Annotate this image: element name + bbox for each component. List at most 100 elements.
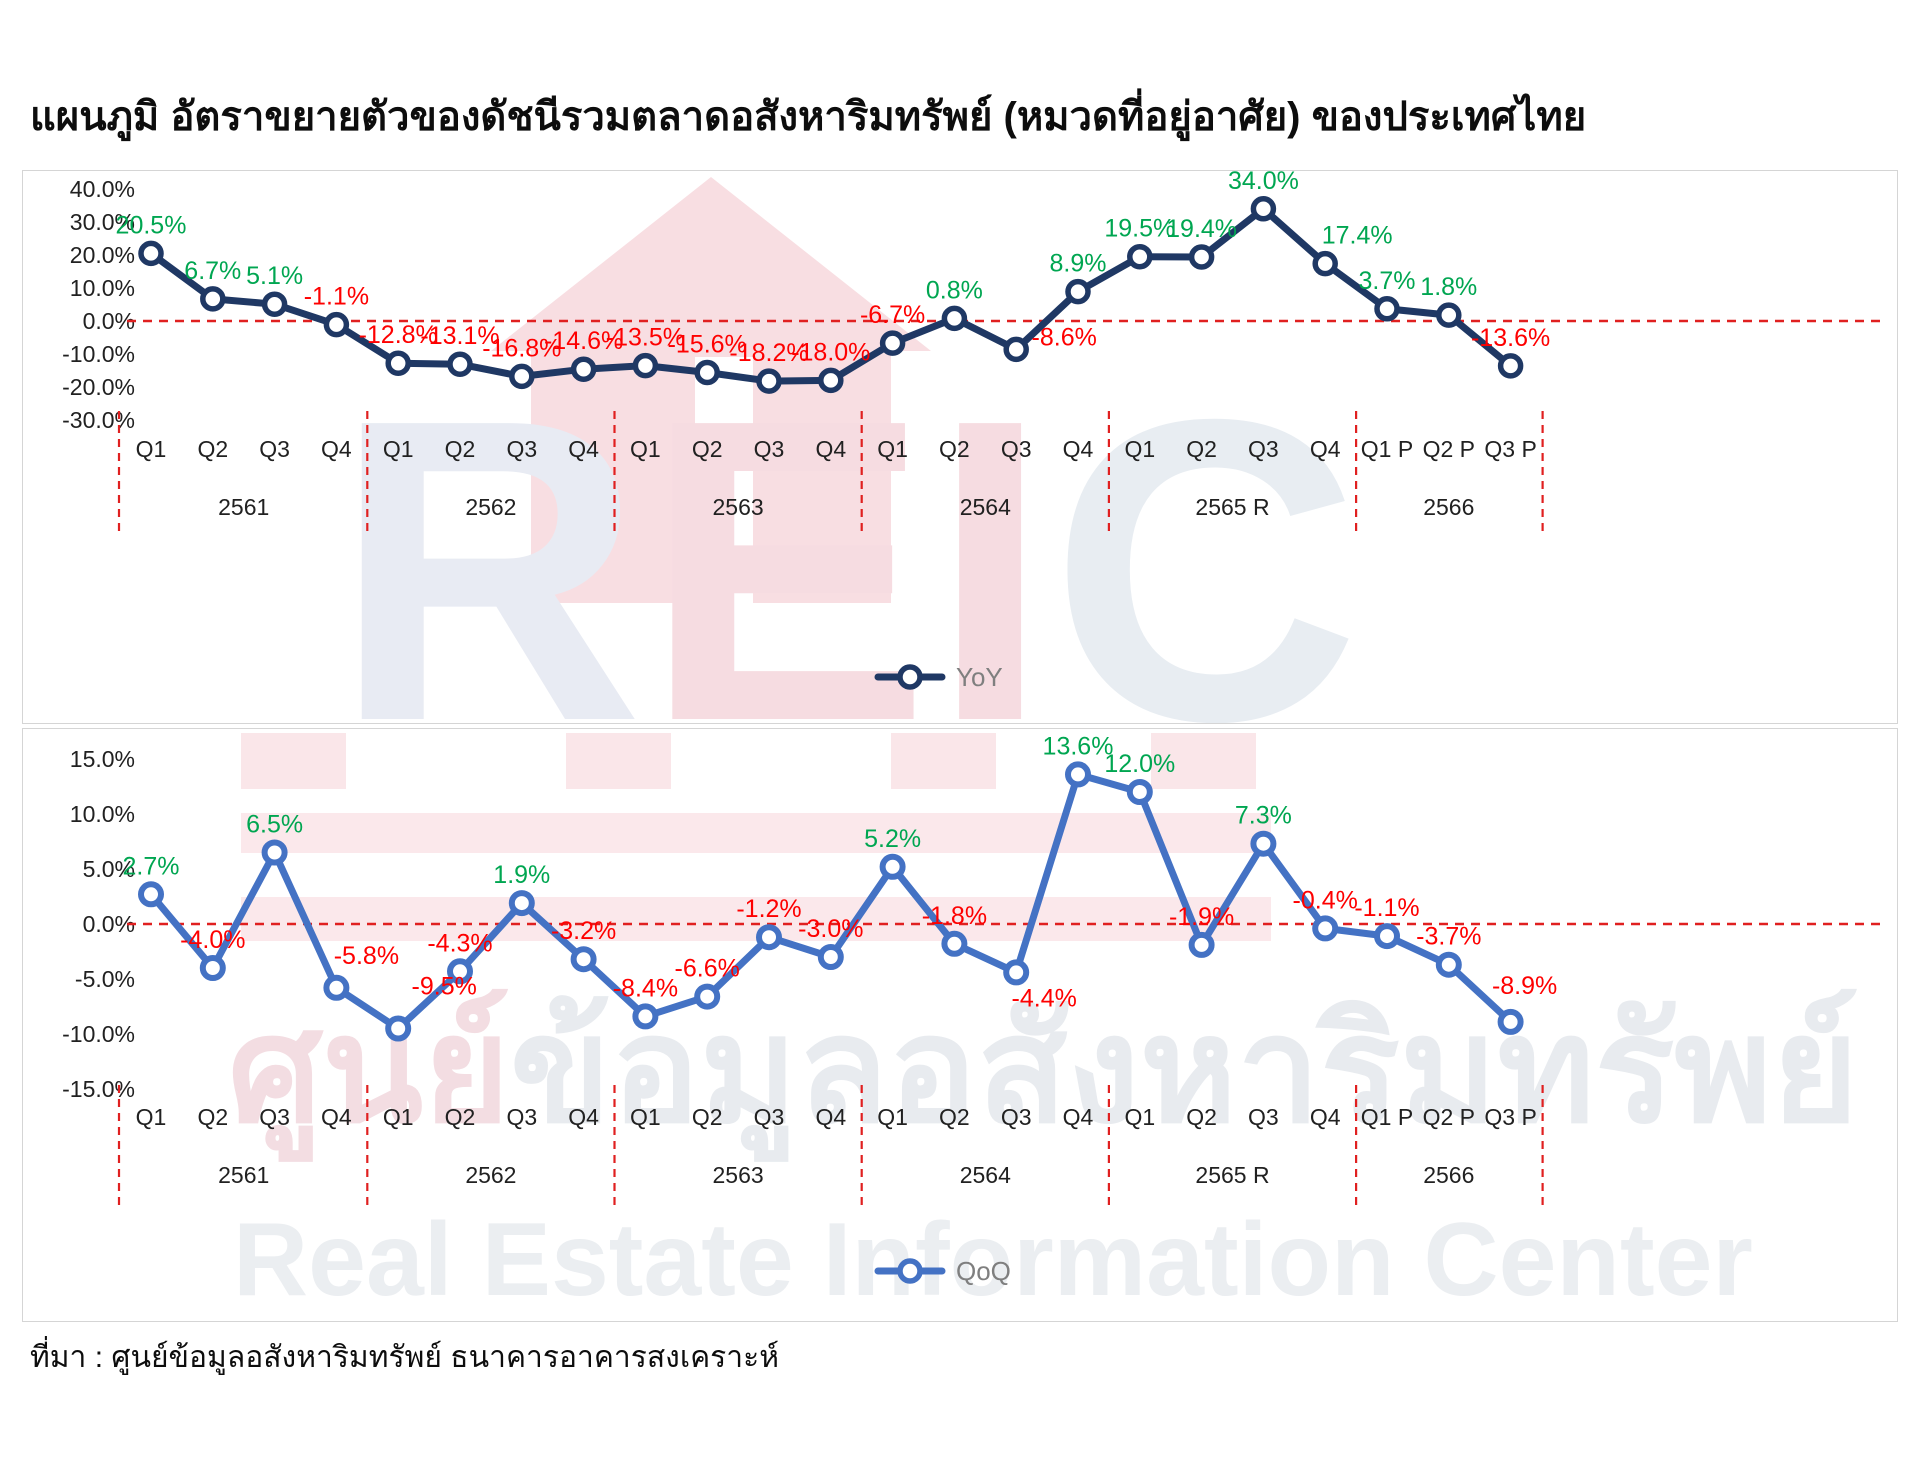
data-point-marker [138, 881, 164, 908]
data-point-label: -3.2% [551, 917, 616, 945]
x-quarter-label: Q4 [1310, 436, 1341, 462]
watermark-block [241, 733, 346, 789]
data-point-label: -8.9% [1492, 972, 1557, 1000]
x-year-label: 2561 [218, 1162, 269, 1188]
source-note: ที่มา : ศูนย์ข้อมูลอสังหาริมทรัพย์ ธนาคา… [30, 1341, 779, 1374]
data-point-marker [323, 311, 350, 338]
x-quarter-label: Q1 [1124, 1104, 1155, 1130]
data-point-marker [200, 286, 226, 312]
qoq-chart-panel: ศูนย์ข้อมูลอสังหาริมทรัพย์ Real Estate In… [22, 728, 1898, 1322]
data-point-label: -6.6% [675, 955, 740, 983]
x-quarter-label: Q4 [1063, 1104, 1094, 1130]
data-point-marker [570, 946, 597, 973]
data-point-marker [941, 305, 968, 332]
y-tick-label: -10.0% [62, 341, 135, 367]
data-point-marker [941, 930, 968, 957]
data-point-label: 6.7% [184, 257, 241, 285]
data-point-label: -4.0% [180, 926, 245, 954]
data-point-marker [508, 890, 535, 917]
data-point-label: 5.2% [864, 825, 921, 853]
data-point-label: -13.5% [606, 324, 685, 352]
data-point-marker [1435, 951, 1462, 978]
x-quarter-label: Q1 [630, 1104, 661, 1130]
data-point-marker [261, 291, 288, 317]
y-tick-label: 30.0% [70, 209, 135, 235]
x-quarter-label: Q1 [136, 436, 167, 462]
data-point-marker [1374, 296, 1400, 322]
data-point-marker [756, 924, 782, 951]
data-point-label: 19.5% [1104, 215, 1175, 243]
x-quarter-label: Q4 [1063, 436, 1094, 462]
x-quarter-label: Q1 [383, 436, 414, 462]
data-point-marker [1250, 196, 1277, 222]
legend-marker [897, 1258, 923, 1284]
watermark-english-text: Real Estate Information Center [233, 1202, 1753, 1318]
data-point-marker [756, 368, 782, 394]
data-point-marker [261, 839, 288, 866]
data-point-marker [1065, 278, 1091, 305]
data-point-label: -3.7% [1416, 923, 1481, 951]
y-tick-label: 0.0% [83, 308, 135, 334]
legend-label: YoY [956, 662, 1003, 692]
x-quarter-label: Q2 [197, 1104, 228, 1130]
data-point-marker [1374, 923, 1400, 950]
x-quarter-label: Q4 [815, 1104, 846, 1130]
x-year-label: 2562 [465, 494, 516, 520]
watermark-house-roof [491, 177, 931, 351]
data-point-marker [1003, 336, 1029, 363]
x-quarter-label: Q2 P [1423, 436, 1475, 462]
data-point-label: 7.3% [1235, 802, 1292, 830]
x-quarter-label: Q3 P [1484, 1104, 1536, 1130]
data-point-label: 8.9% [1050, 250, 1107, 278]
data-point-label: -8.4% [613, 974, 678, 1002]
watermark-band [241, 897, 1271, 941]
data-point-marker [1127, 243, 1153, 270]
yoy-chart: REIC 40.0% 30.0% 20.0% 10.0% 0.0% -10.0% -20.0%… [62, 171, 1883, 723]
data-point-marker [694, 983, 721, 1010]
x-year-label: 2566 [1423, 1162, 1474, 1188]
data-point-marker [509, 363, 535, 390]
x-quarter-label: Q3 [506, 1104, 537, 1130]
data-point-marker [632, 1003, 659, 1030]
reic-watermark-bottom: ศูนย์ข้อมูลอสังหาริมทรัพย์ Real Estate In… [228, 733, 1859, 1318]
x-quarter-label: Q2 [939, 436, 970, 462]
x-quarter-label: Q2 [939, 1104, 970, 1130]
data-point-label: -16.8% [482, 334, 561, 362]
y-tick-label: 10.0% [70, 801, 135, 827]
data-point-label: -1.2% [736, 895, 801, 923]
data-point-label: -8.6% [1032, 323, 1097, 351]
data-point-marker [385, 1015, 412, 1042]
reic-watermark: REIC [333, 177, 1360, 723]
x-quarter-label: Q2 [197, 436, 228, 462]
data-point-marker [1188, 244, 1215, 270]
watermark-thai-text: ศูนย์ข้อมูลอสังหาริมทรัพย์ [228, 988, 1859, 1163]
data-point-marker [1312, 915, 1339, 942]
watermark-block [891, 733, 996, 789]
data-point-label: -6.7% [860, 301, 925, 329]
data-point-label: 2.7% [123, 852, 180, 880]
x-quarter-label: Q2 [692, 436, 723, 462]
data-point-label: -1.1% [304, 283, 369, 311]
data-point-marker [1312, 250, 1338, 277]
data-point-label: 34.0% [1228, 171, 1299, 195]
data-point-marker [818, 367, 844, 394]
y-tick-label: -30.0% [62, 407, 135, 433]
x-quarter-label: Q3 [754, 1104, 785, 1130]
x-quarter-label: Q2 [1186, 436, 1217, 462]
data-point-marker [879, 330, 906, 356]
legend-qoq: QoQ [874, 1256, 1011, 1286]
x-quarter-label: Q2 [445, 436, 476, 462]
data-point-marker [570, 356, 597, 382]
data-point-label: 1.9% [493, 861, 550, 889]
x-quarter-label: Q4 [568, 436, 599, 462]
data-point-label: -12.8% [359, 321, 438, 349]
data-point-marker [199, 955, 226, 981]
x-year-label: 2566 [1423, 494, 1474, 520]
y-tick-label: -10.0% [62, 1021, 135, 1047]
data-point-label: -0.4% [1293, 886, 1358, 914]
data-point-marker [1188, 931, 1215, 958]
x-quarter-label: Q2 [1186, 1104, 1217, 1130]
x-year-label: 2565 R [1195, 1162, 1269, 1188]
data-point-label: 5.1% [246, 262, 303, 290]
